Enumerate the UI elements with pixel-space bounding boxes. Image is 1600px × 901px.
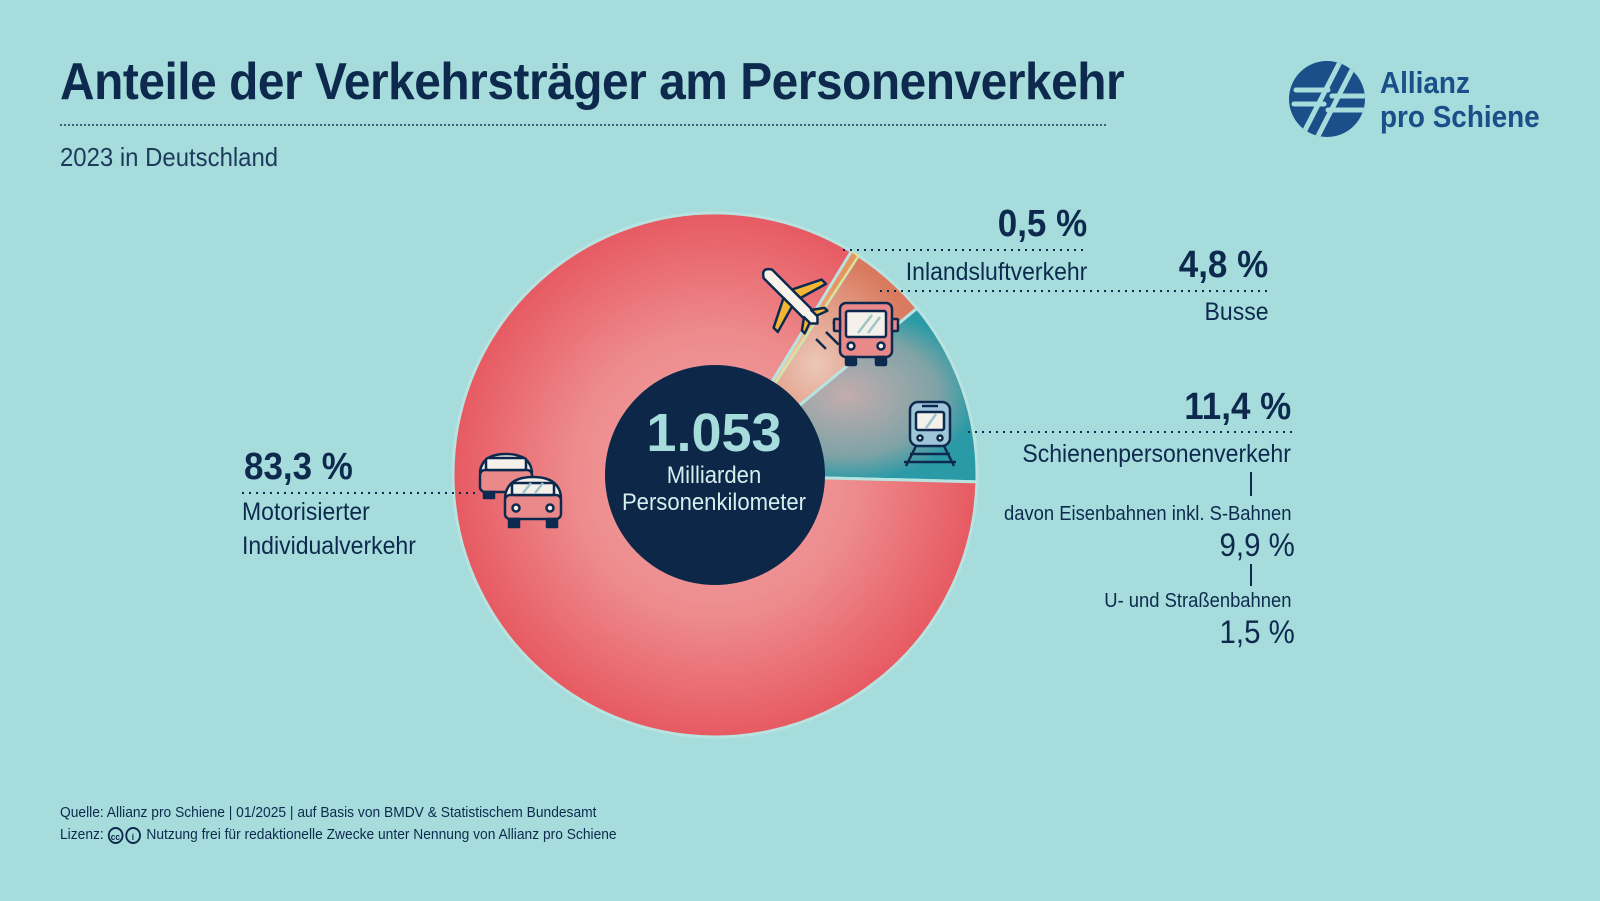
brand-logo: Allianz pro Schiene — [1288, 60, 1578, 144]
slice-label-car-line-2: Individualverkehr — [242, 532, 416, 560]
breakdown-label-tram: U- und Straßenbahnen — [1103, 590, 1291, 612]
slice-label-rail: Schienenpersonenverkehr — [1022, 440, 1291, 468]
page-subtitle: 2023 in Deutschland — [60, 142, 279, 172]
breakdown-label-rail: davon Eisenbahnen inkl. S-Bahnen — [1003, 503, 1291, 525]
page-title: Anteile der Verkehrsträger am Personenve… — [60, 53, 1125, 111]
value-label-rail: 11,4 % — [1184, 386, 1291, 428]
title-divider — [60, 124, 1106, 126]
donut-hole — [605, 365, 825, 585]
slice-label-air: Inlandsluftverkehr — [905, 258, 1087, 286]
center-unit-line-1: Milliarden — [666, 462, 762, 489]
value-label-car: 83,3 % — [244, 446, 353, 488]
breakdown-value-tram: 1,5 % — [1219, 614, 1295, 650]
allianz-pro-schiene-logo-icon — [1289, 61, 1365, 137]
license-label: Lizenz: — [60, 826, 104, 843]
breakdown-connector-1 — [1250, 472, 1252, 496]
cars-icon — [478, 452, 563, 529]
license-note: Lizenz: cc i Nutzung frei für redaktionel… — [60, 826, 617, 844]
train-icon — [904, 400, 956, 467]
breakdown-value-rail: 9,9 % — [1219, 527, 1295, 563]
attribution-icon: i — [125, 826, 141, 844]
center-unit-line-2: Personenkilometer — [621, 489, 807, 516]
center-value: 1.053 — [646, 403, 782, 463]
source-note: Quelle: Allianz pro Schiene | 01/2025 | … — [60, 804, 597, 821]
value-label-air: 0,5 % — [997, 203, 1087, 245]
breakdown-connector-2 — [1250, 564, 1252, 586]
license-text: Nutzung frei für redaktionelle Zwecke un… — [146, 826, 617, 843]
center-unit: Milliarden Personenkilometer — [609, 462, 819, 516]
slice-label-bus: Busse — [1204, 298, 1268, 326]
logo-line-2: pro Schiene — [1380, 99, 1540, 134]
creative-commons-icon: cc — [107, 826, 124, 844]
value-label-bus: 4,8 % — [1178, 244, 1268, 286]
bus-icon — [832, 301, 900, 367]
logo-line-1: Allianz — [1380, 65, 1470, 100]
slice-label-car-line-1: Motorisierter — [242, 498, 370, 526]
